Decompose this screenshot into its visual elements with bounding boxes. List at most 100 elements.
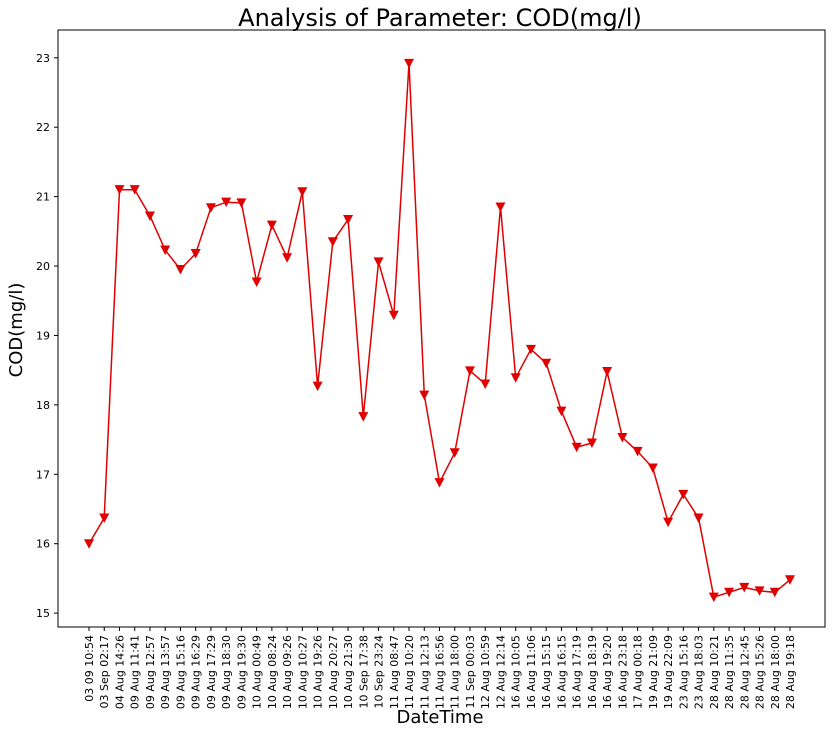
data-point bbox=[571, 442, 582, 453]
x-tick-label: 10 Sep 23:24 bbox=[373, 635, 386, 708]
x-tick-label: 11 Aug 12:13 bbox=[418, 635, 431, 709]
x-tick-label: 09 Aug 17:29 bbox=[205, 635, 218, 709]
x-tick-label: 09 Aug 18:30 bbox=[220, 635, 233, 709]
data-point bbox=[99, 513, 110, 524]
data-point bbox=[266, 220, 277, 231]
x-tick-label: 16 Aug 10:05 bbox=[510, 635, 523, 709]
x-tick-label: 16 Aug 16:15 bbox=[555, 635, 568, 709]
data-point bbox=[510, 373, 521, 383]
data-point bbox=[586, 438, 597, 449]
data-point bbox=[160, 245, 171, 256]
data-point bbox=[297, 187, 308, 197]
x-tick-label: 16 Aug 19:20 bbox=[601, 635, 614, 709]
x-tick-label: 10 Aug 10:27 bbox=[296, 635, 309, 709]
data-point bbox=[175, 264, 186, 275]
data-point bbox=[190, 249, 201, 259]
data-point bbox=[84, 539, 94, 549]
plot-frame bbox=[57, 29, 826, 628]
data-point bbox=[663, 517, 674, 528]
data-point bbox=[785, 575, 795, 585]
x-axis-label: DateTime bbox=[396, 707, 483, 728]
data-point bbox=[144, 211, 155, 222]
x-tick-label: 10 Sep 17:38 bbox=[357, 635, 370, 708]
x-tick-label: 28 Aug 15:26 bbox=[754, 635, 767, 709]
y-tick-label: 15 bbox=[36, 607, 50, 620]
x-tick-label: 10 Aug 00:49 bbox=[251, 635, 264, 709]
data-point bbox=[464, 366, 475, 376]
x-tick-label: 10 Aug 19:26 bbox=[312, 635, 325, 709]
data-point bbox=[419, 390, 430, 401]
x-tick-label: 28 Aug 10:21 bbox=[708, 635, 721, 709]
data-point bbox=[647, 463, 658, 474]
x-tick-label: 11 Aug 18:00 bbox=[449, 635, 462, 709]
x-tick-label: 16 Aug 15:15 bbox=[540, 635, 553, 709]
y-tick-label: 19 bbox=[36, 329, 50, 342]
x-tick-label: 11 Sep 00:03 bbox=[464, 635, 477, 708]
data-point bbox=[221, 197, 232, 208]
x-tick-label: 16 Aug 18:19 bbox=[586, 635, 599, 709]
data-point bbox=[754, 586, 765, 596]
x-tick-label: 19 Aug 21:09 bbox=[647, 635, 660, 709]
x-tick-label: 10 Aug 21:30 bbox=[342, 635, 355, 709]
data-point bbox=[556, 406, 567, 417]
y-tick-label: 16 bbox=[36, 538, 50, 551]
data-point bbox=[693, 513, 704, 524]
x-tick-label: 09 Aug 12:57 bbox=[144, 635, 157, 709]
x-tick-label: 10 Aug 09:26 bbox=[281, 635, 294, 709]
data-point bbox=[449, 448, 460, 458]
data-point bbox=[724, 587, 735, 598]
x-tick-label: 28 Aug 11:35 bbox=[723, 635, 736, 709]
y-tick-label: 17 bbox=[36, 468, 50, 481]
x-tick-label: 04 Aug 14:26 bbox=[113, 635, 126, 709]
y-tick-label: 21 bbox=[36, 191, 50, 204]
x-axis: 03 09 10:54 03 Sep 02:17 04 Aug 14:26 09 Au… bbox=[83, 627, 797, 709]
x-tick-label: 09 Aug 16:29 bbox=[190, 635, 203, 709]
data-point bbox=[388, 310, 399, 321]
x-tick-label: 12 Aug 12:14 bbox=[494, 635, 507, 709]
x-tick-label: 11 Aug 08:47 bbox=[388, 635, 401, 709]
x-tick-label: 16 Aug 23:18 bbox=[616, 635, 629, 709]
data-point bbox=[312, 381, 323, 392]
x-tick-label: 19 Aug 22:09 bbox=[662, 635, 675, 709]
y-tick-label: 23 bbox=[36, 52, 50, 65]
x-tick-label: 03 Sep 02:17 bbox=[98, 635, 111, 708]
data-point bbox=[205, 203, 216, 213]
data-point bbox=[404, 58, 415, 69]
x-tick-label: 16 Aug 17:19 bbox=[571, 635, 584, 709]
x-tick-label: 23 Aug 18:03 bbox=[693, 635, 706, 709]
data-point bbox=[769, 587, 780, 598]
x-tick-label: 03 09 10:54 bbox=[83, 635, 96, 702]
x-tick-label: 09 Aug 15:16 bbox=[174, 635, 187, 709]
data-point bbox=[358, 412, 369, 422]
x-tick-label: 12 Aug 10:59 bbox=[479, 635, 492, 709]
data-point bbox=[495, 202, 506, 213]
data-point bbox=[373, 257, 384, 267]
y-tick-label: 20 bbox=[36, 260, 50, 273]
x-tick-label: 28 Aug 19:18 bbox=[784, 635, 797, 709]
chart-title: Analysis of Parameter: COD(mg/l) bbox=[238, 4, 642, 32]
data-point bbox=[708, 592, 719, 603]
series-cod bbox=[84, 58, 795, 603]
x-tick-label: 16 Aug 11:06 bbox=[525, 635, 538, 709]
data-point bbox=[236, 198, 247, 208]
data-point bbox=[480, 379, 491, 390]
x-tick-label: 09 Aug 19:30 bbox=[235, 635, 248, 709]
y-tick-label: 22 bbox=[36, 121, 50, 134]
x-tick-label: 28 Aug 12:45 bbox=[738, 635, 751, 709]
x-tick-label: 10 Aug 20:27 bbox=[327, 635, 340, 709]
x-tick-label: 28 Aug 18:00 bbox=[769, 635, 782, 709]
data-point bbox=[602, 367, 613, 377]
x-tick-label: 11 Aug 16:56 bbox=[434, 635, 447, 709]
data-point bbox=[327, 237, 338, 247]
data-point bbox=[678, 489, 689, 500]
data-point bbox=[632, 446, 643, 457]
data-point bbox=[525, 344, 536, 355]
data-point bbox=[129, 185, 140, 195]
x-tick-label: 17 Aug 00:18 bbox=[632, 635, 645, 709]
x-tick-label: 11 Aug 10:20 bbox=[403, 635, 416, 709]
data-point bbox=[343, 215, 354, 225]
x-tick-label: 09 Aug 13:57 bbox=[159, 635, 172, 709]
data-point bbox=[251, 277, 262, 287]
data-point bbox=[617, 432, 628, 443]
